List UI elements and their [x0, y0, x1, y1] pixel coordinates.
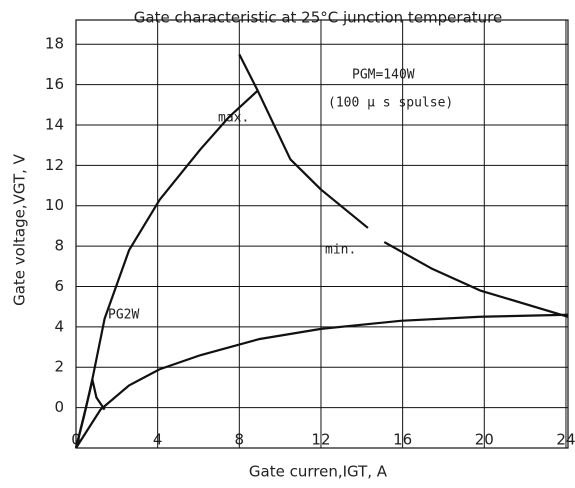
- curve: [75, 313, 569, 449]
- annotation: PG2W: [108, 308, 139, 323]
- x-axis-label: Gate curren,IGT, A: [249, 463, 388, 481]
- y-tick-label: 6: [54, 277, 64, 295]
- y-tick-label: 16: [45, 75, 64, 93]
- curve: [74, 378, 106, 449]
- y-axis-label: Gate voltage,VGT, V: [11, 153, 29, 306]
- y-tick-label: 4: [54, 317, 64, 335]
- y-tick-label: 10: [45, 196, 64, 214]
- y-tick-label: 8: [54, 237, 64, 255]
- chart-title: Gate characteristic at 25°C junction tem…: [134, 9, 502, 27]
- y-tick-label: 12: [45, 156, 64, 174]
- curve: [74, 89, 259, 449]
- annotation: PGM=140W: [352, 68, 415, 83]
- y-tick-label: 2: [54, 358, 64, 376]
- annotation: (100 μ s spulse): [328, 96, 453, 111]
- curve: [383, 241, 569, 318]
- annotation: min.: [325, 243, 356, 258]
- y-tick-label: 18: [45, 35, 64, 53]
- y-tick-label: 14: [45, 115, 64, 133]
- curve: [238, 53, 369, 229]
- y-tick-label: 0: [54, 398, 64, 416]
